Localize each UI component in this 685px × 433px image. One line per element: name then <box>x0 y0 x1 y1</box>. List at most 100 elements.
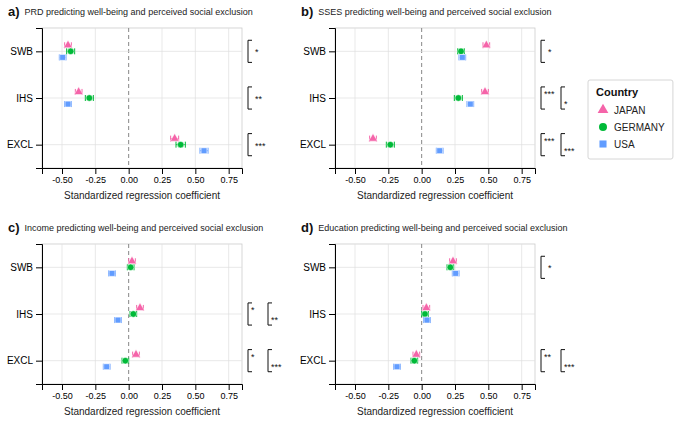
grid-line-y <box>335 360 535 361</box>
point <box>170 133 179 141</box>
y-axis-line <box>329 29 336 169</box>
grid-line-y <box>42 360 242 361</box>
point <box>136 303 145 311</box>
significance: ****** <box>541 256 575 371</box>
series <box>436 54 473 153</box>
grid-line-y <box>42 267 242 268</box>
y-tick-label: IHS <box>309 309 326 320</box>
significance-bracket <box>248 40 252 62</box>
y-tick: SWB <box>10 46 42 57</box>
grid-line-y <box>335 98 535 99</box>
x-tick-label: 0.00 <box>413 175 431 185</box>
x-tick-mark <box>522 168 523 174</box>
y-tick: SWB <box>303 262 335 273</box>
x-tick: 0.75 <box>220 384 238 401</box>
y-tick: EXCL <box>300 139 335 150</box>
error-bar <box>65 101 72 107</box>
error-bar <box>452 270 459 276</box>
y-tick-label: EXCL <box>7 139 34 150</box>
y-tick: EXCL <box>7 355 42 366</box>
x-tick: -0.50 <box>345 384 366 401</box>
x-tick-label: -0.25 <box>379 175 400 185</box>
x-tick-mark <box>422 384 423 390</box>
significance-label: *** <box>544 89 555 99</box>
x-tick-label: 0.25 <box>447 391 465 401</box>
chart: -0.50 -0.25 0.00 0.25 0.50 0.75 SWB IHS EXCL Stan… <box>0 0 685 433</box>
x-tick: -0.25 <box>379 168 400 185</box>
y-tick-mark <box>329 98 335 99</box>
series <box>103 270 121 369</box>
marks <box>369 40 491 154</box>
x-tick-label: -0.50 <box>345 175 366 185</box>
error-bar <box>447 264 454 270</box>
x-tick-label: 0.50 <box>187 175 205 185</box>
plot-frame <box>42 28 242 168</box>
marks <box>103 256 144 370</box>
x-axis-title: Standardized regression coefficient <box>64 406 220 417</box>
point <box>65 101 71 107</box>
x-tick-label: 0.75 <box>220 391 238 401</box>
grid-line-y <box>42 98 242 99</box>
x-tick: -0.25 <box>86 384 107 401</box>
y-axis-line <box>36 245 43 385</box>
x-tick: -0.50 <box>345 168 366 185</box>
marks <box>394 256 459 370</box>
x-tick: -0.25 <box>86 168 107 185</box>
error-bar <box>386 142 394 148</box>
point <box>447 264 454 271</box>
legend-box <box>588 80 673 159</box>
grid <box>42 244 242 384</box>
marks <box>59 40 208 154</box>
y-tick-label: EXCL <box>300 355 327 366</box>
grid-line-y <box>42 144 242 145</box>
error-bar <box>422 311 429 317</box>
x-tick: 0.00 <box>413 168 431 185</box>
x-axis-line <box>336 169 536 175</box>
x-tick-mark <box>388 168 389 174</box>
x-tick-mark <box>488 384 489 390</box>
error-bar <box>130 311 137 317</box>
point <box>455 95 462 102</box>
y-tick-label: SWB <box>303 46 326 57</box>
x-tick: 0.00 <box>120 384 138 401</box>
point <box>411 357 418 364</box>
grid-line-y <box>335 144 535 145</box>
x-tick-label: 0.25 <box>154 391 172 401</box>
x-axis-line <box>43 385 243 391</box>
panel: -0.50-0.250.000.250.500.75SWBIHSEXCLStan… <box>7 220 282 417</box>
x-tick-mark <box>129 168 130 174</box>
significance-label: * <box>564 99 568 109</box>
plot-frame <box>335 244 535 384</box>
panel-label: a) <box>8 4 20 19</box>
error-bar <box>103 364 110 370</box>
panel-label: d) <box>301 220 313 235</box>
panel: -0.50-0.250.000.250.500.75SWBIHSEXCLStan… <box>300 4 673 201</box>
grid-line-y <box>335 51 535 52</box>
error-bar <box>424 317 431 323</box>
significance-label: *** <box>564 146 575 156</box>
legend-label: USA <box>614 139 635 150</box>
x-tick: 0.00 <box>120 168 138 185</box>
x-tick: -0.50 <box>52 168 73 185</box>
x-tick: 0.75 <box>513 168 531 185</box>
legend-symbol <box>599 140 606 147</box>
significance-label: ** <box>544 352 552 362</box>
point <box>115 317 121 323</box>
point <box>424 317 430 323</box>
point <box>453 270 459 276</box>
y-tick-label: SWB <box>10 46 33 57</box>
x-tick-label: 0.25 <box>154 175 172 185</box>
point <box>132 349 141 357</box>
y-tick: SWB <box>303 46 335 57</box>
significance-label: * <box>255 47 259 57</box>
y-tick: IHS <box>16 309 42 320</box>
point <box>387 141 394 148</box>
y-tick-mark <box>329 145 335 146</box>
y-tick-mark <box>36 361 42 362</box>
x-tick-label: -0.50 <box>52 391 73 401</box>
legend-title: Country <box>596 86 639 98</box>
series <box>394 270 459 369</box>
x-tick-label: -0.25 <box>86 391 107 401</box>
series <box>122 264 137 364</box>
x-tick-label: 0.25 <box>447 175 465 185</box>
